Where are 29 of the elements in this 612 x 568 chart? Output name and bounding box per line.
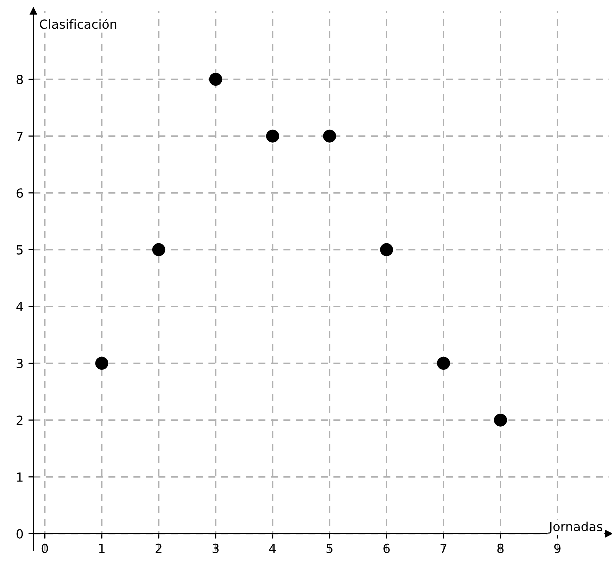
y-tick-label: 4 (16, 302, 24, 312)
x-tick-label: 2 (156, 544, 162, 554)
point (209, 73, 222, 86)
y-tick-label: 2 (16, 416, 23, 426)
x-tick-label: 3 (212, 544, 219, 554)
point (380, 243, 394, 256)
point (152, 243, 166, 256)
x-tick-label: 0 (42, 544, 48, 554)
x-tick-label: 4 (270, 544, 276, 554)
x-tick-label: 9 (554, 544, 561, 554)
y-tick-label: 7 (17, 132, 23, 142)
y-axis-title: Clasificación (40, 18, 117, 30)
point (96, 357, 109, 370)
x-tick-label: 1 (99, 544, 105, 554)
y-tick-label: 5 (16, 246, 23, 255)
y-tick-label: 3 (16, 358, 23, 368)
y-tick-label: 6 (16, 188, 24, 198)
point (266, 130, 280, 143)
x-tick-label: 7 (440, 544, 447, 554)
x-tick-label: 5 (326, 544, 333, 554)
x-axis-title: Jornadas (548, 522, 603, 534)
point (323, 130, 336, 143)
x-tick-label: 6 (384, 544, 390, 554)
point (437, 357, 450, 370)
x-tick-label: 8 (498, 544, 504, 554)
y-tick-label: 8 (16, 74, 24, 84)
point (494, 414, 508, 427)
y-tick-label: 1 (17, 472, 23, 482)
y-tick-label: 0 (16, 529, 24, 539)
